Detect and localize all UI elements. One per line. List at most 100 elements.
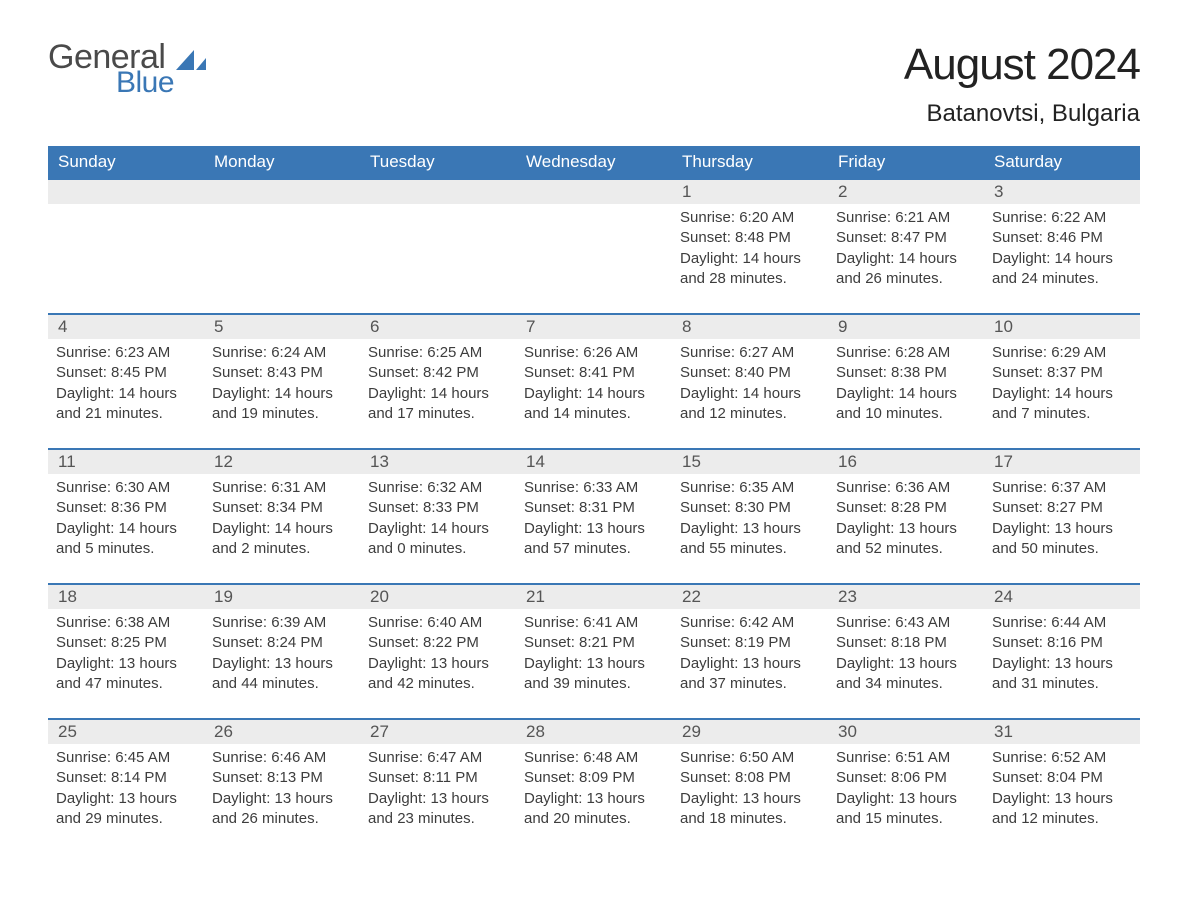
sunset-line: Sunset: 8:28 PM	[836, 498, 976, 518]
day-number: 30	[838, 722, 857, 741]
daylight-line: Daylight: 13 hours and 26 minutes.	[212, 789, 352, 830]
day-cell: 24Sunrise: 6:44 AMSunset: 8:16 PMDayligh…	[984, 584, 1140, 719]
sunset-line: Sunset: 8:04 PM	[992, 768, 1132, 788]
day-cell: 23 Sunrise: 6:43 AMSunset: 8:18 PMDayligh…	[828, 584, 984, 719]
day-number: 4	[58, 317, 67, 336]
sunset-line: Sunset: 8:14 PM	[56, 768, 196, 788]
daylight-line: Daylight: 14 hours and 12 minutes.	[680, 384, 820, 425]
sunset-line: Sunset: 8:18 PM	[836, 633, 976, 653]
sunset-line: Sunset: 8:13 PM	[212, 768, 352, 788]
day-number: 28	[526, 722, 545, 741]
sunrise-line: Sunrise: 6:48 AM	[524, 748, 664, 768]
day-cell: .	[360, 179, 516, 314]
day-cell: 5Sunrise: 6:24 AMSunset: 8:43 PMDaylight…	[204, 314, 360, 449]
day-number: 20	[370, 587, 389, 606]
day-number: 3	[994, 182, 1003, 201]
day-number: 21	[526, 587, 545, 606]
day-data: Sunrise: 6:36 AMSunset: 8:28 PMDaylight:…	[836, 478, 976, 559]
day-cell: 16 Sunrise: 6:36 AMSunset: 8:28 PMDayligh…	[828, 449, 984, 584]
daylight-line: Daylight: 13 hours and 47 minutes.	[56, 654, 196, 695]
day-cell: 2Sunrise: 6:21 AMSunset: 8:47 PMDaylight…	[828, 179, 984, 314]
sunrise-line: Sunrise: 6:35 AM	[680, 478, 820, 498]
day-data: Sunrise: 6:40 AMSunset: 8:22 PMDaylight:…	[368, 613, 508, 694]
day-number: 16	[838, 452, 857, 471]
sunrise-line: Sunrise: 6:20 AM	[680, 208, 820, 228]
day-cell: 22 Sunrise: 6:42 AMSunset: 8:19 PMDayligh…	[672, 584, 828, 719]
day-number: 19	[214, 587, 233, 606]
logo-text: General Blue	[48, 40, 174, 98]
dow-friday: Friday	[828, 146, 984, 179]
sunset-line: Sunset: 8:21 PM	[524, 633, 664, 653]
title-group: August 2024 Batanovtsi, Bulgaria	[904, 40, 1140, 128]
day-number: 2	[838, 182, 847, 201]
sunrise-line: Sunrise: 6:50 AM	[680, 748, 820, 768]
sunrise-line: Sunrise: 6:38 AM	[56, 613, 196, 633]
sunrise-line: Sunrise: 6:31 AM	[212, 478, 352, 498]
daylight-line: Daylight: 14 hours and 0 minutes.	[368, 519, 508, 560]
day-number: 6	[370, 317, 379, 336]
sunrise-line: Sunrise: 6:28 AM	[836, 343, 976, 363]
dow-saturday: Saturday	[984, 146, 1140, 179]
day-data: Sunrise: 6:20 AMSunset: 8:48 PMDaylight:…	[680, 208, 820, 289]
day-data: Sunrise: 6:51 AMSunset: 8:06 PMDaylight:…	[836, 748, 976, 829]
sunrise-line: Sunrise: 6:26 AM	[524, 343, 664, 363]
sunset-line: Sunset: 8:30 PM	[680, 498, 820, 518]
sunset-line: Sunset: 8:40 PM	[680, 363, 820, 383]
sunset-line: Sunset: 8:46 PM	[992, 228, 1132, 248]
sunset-line: Sunset: 8:43 PM	[212, 363, 352, 383]
sunset-line: Sunset: 8:22 PM	[368, 633, 508, 653]
day-number: 22	[682, 587, 701, 606]
sunset-line: Sunset: 8:42 PM	[368, 363, 508, 383]
sunrise-line: Sunrise: 6:43 AM	[836, 613, 976, 633]
day-data: Sunrise: 6:37 AMSunset: 8:27 PMDaylight:…	[992, 478, 1132, 559]
daylight-line: Daylight: 13 hours and 12 minutes.	[992, 789, 1132, 830]
sunset-line: Sunset: 8:41 PM	[524, 363, 664, 383]
day-data: Sunrise: 6:48 AMSunset: 8:09 PMDaylight:…	[524, 748, 664, 829]
day-data: Sunrise: 6:38 AMSunset: 8:25 PMDaylight:…	[56, 613, 196, 694]
day-number: 31	[994, 722, 1013, 741]
day-number: 1	[682, 182, 691, 201]
daylight-line: Daylight: 13 hours and 34 minutes.	[836, 654, 976, 695]
day-data: Sunrise: 6:22 AMSunset: 8:46 PMDaylight:…	[992, 208, 1132, 289]
daylight-line: Daylight: 14 hours and 24 minutes.	[992, 249, 1132, 290]
day-cell: 15Sunrise: 6:35 AMSunset: 8:30 PMDayligh…	[672, 449, 828, 584]
daylight-line: Daylight: 14 hours and 10 minutes.	[836, 384, 976, 425]
week-row: 4Sunrise: 6:23 AMSunset: 8:45 PMDaylight…	[48, 314, 1140, 449]
dow-wednesday: Wednesday	[516, 146, 672, 179]
daylight-line: Daylight: 13 hours and 57 minutes.	[524, 519, 664, 560]
daylight-line: Daylight: 13 hours and 52 minutes.	[836, 519, 976, 560]
day-number: 14	[526, 452, 545, 471]
daylight-line: Daylight: 13 hours and 44 minutes.	[212, 654, 352, 695]
daylight-line: Daylight: 13 hours and 29 minutes.	[56, 789, 196, 830]
sunrise-line: Sunrise: 6:30 AM	[56, 478, 196, 498]
sunrise-line: Sunrise: 6:29 AM	[992, 343, 1132, 363]
dow-tuesday: Tuesday	[360, 146, 516, 179]
day-cell: .	[516, 179, 672, 314]
dow-monday: Monday	[204, 146, 360, 179]
sunset-line: Sunset: 8:45 PM	[56, 363, 196, 383]
week-row: 11Sunrise: 6:30 AMSunset: 8:36 PMDayligh…	[48, 449, 1140, 584]
day-number: 23	[838, 587, 857, 606]
calendar-table: Sunday Monday Tuesday Wednesday Thursday…	[48, 146, 1140, 853]
week-row: 18Sunrise: 6:38 AMSunset: 8:25 PMDayligh…	[48, 584, 1140, 719]
day-number: 8	[682, 317, 691, 336]
dow-sunday: Sunday	[48, 146, 204, 179]
day-cell: 31 Sunrise: 6:52 AMSunset: 8:04 PMDayligh…	[984, 719, 1140, 853]
daylight-line: Daylight: 14 hours and 14 minutes.	[524, 384, 664, 425]
day-data: Sunrise: 6:27 AMSunset: 8:40 PMDaylight:…	[680, 343, 820, 424]
day-cell: 19Sunrise: 6:39 AMSunset: 8:24 PMDayligh…	[204, 584, 360, 719]
day-data: Sunrise: 6:50 AMSunset: 8:08 PMDaylight:…	[680, 748, 820, 829]
day-cell: 11Sunrise: 6:30 AMSunset: 8:36 PMDayligh…	[48, 449, 204, 584]
day-data: Sunrise: 6:42 AMSunset: 8:19 PMDaylight:…	[680, 613, 820, 694]
daylight-line: Daylight: 14 hours and 7 minutes.	[992, 384, 1132, 425]
day-data: Sunrise: 6:35 AMSunset: 8:30 PMDaylight:…	[680, 478, 820, 559]
day-number: 24	[994, 587, 1013, 606]
day-cell: 20 Sunrise: 6:40 AMSunset: 8:22 PMDayligh…	[360, 584, 516, 719]
sunrise-line: Sunrise: 6:52 AM	[992, 748, 1132, 768]
daylight-line: Daylight: 13 hours and 20 minutes.	[524, 789, 664, 830]
day-cell: .	[204, 179, 360, 314]
day-number: 12	[214, 452, 233, 471]
sunset-line: Sunset: 8:19 PM	[680, 633, 820, 653]
daylight-line: Daylight: 14 hours and 5 minutes.	[56, 519, 196, 560]
sunset-line: Sunset: 8:16 PM	[992, 633, 1132, 653]
